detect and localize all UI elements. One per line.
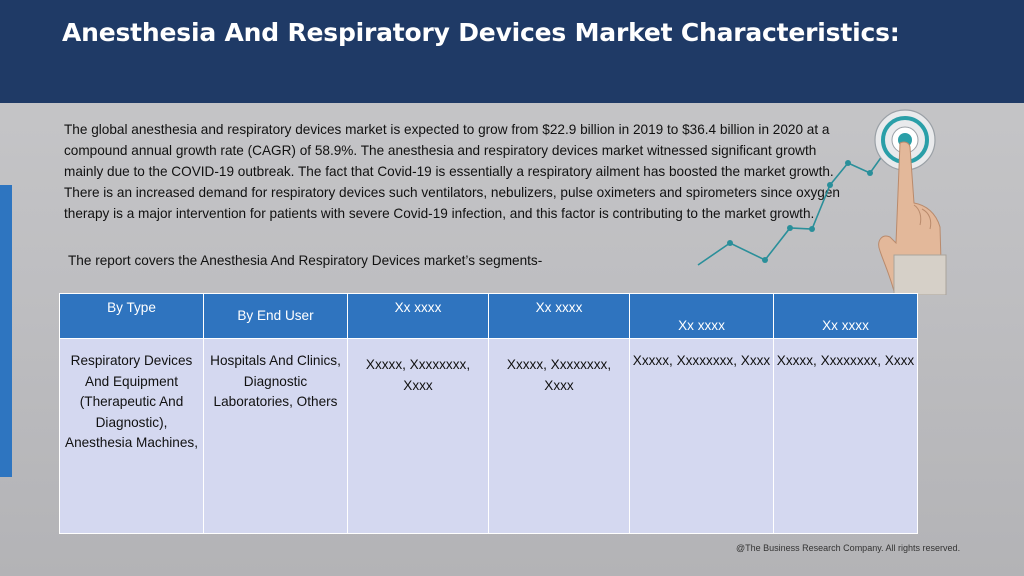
target-hand-growth-icon: [697, 109, 947, 295]
cell-6: Xxxxx, Xxxxxxxx, Xxxx: [773, 338, 918, 534]
segments-intro-text: The report covers the Anesthesia And Res…: [68, 253, 543, 268]
table-row: Respiratory Devices And Equipment (Thera…: [59, 338, 918, 534]
header-cell-5: Xx xxxx: [629, 293, 774, 339]
segments-table: By Type By End User Xx xxxx Xx xxxx Xx x…: [59, 293, 918, 534]
header-cell-6: Xx xxxx: [773, 293, 918, 339]
cell-by-type: Respiratory Devices And Equipment (Thera…: [59, 338, 204, 534]
cell-by-end-user: Hospitals And Clinics, Diagnostic Labora…: [203, 338, 348, 534]
header-cell-3: Xx xxxx: [347, 293, 489, 339]
cell-4: Xxxxx, Xxxxxxxx, Xxxx: [488, 338, 630, 534]
table-header-row: By Type By End User Xx xxxx Xx xxxx Xx x…: [59, 293, 918, 339]
left-accent-bar: [0, 185, 12, 477]
hand-icon: [878, 141, 947, 295]
intro-paragraph: The global anesthesia and respiratory de…: [64, 122, 840, 221]
copyright-footer: @The Business Research Company. All righ…: [736, 543, 961, 553]
cell-5: Xxxxx, Xxxxxxxx, Xxxx: [629, 338, 774, 534]
cell-3: Xxxxx, Xxxxxxxx, Xxxx: [347, 338, 489, 534]
header-cell-by-type: By Type: [59, 293, 204, 339]
header-cell-4: Xx xxxx: [488, 293, 630, 339]
growth-line: [697, 144, 891, 266]
header-cell-by-end-user: By End User: [203, 293, 348, 339]
slide-title: Anesthesia And Respiratory Devices Marke…: [62, 18, 900, 47]
header-bar: Anesthesia And Respiratory Devices Marke…: [0, 0, 1024, 103]
growth-points: [727, 160, 873, 263]
